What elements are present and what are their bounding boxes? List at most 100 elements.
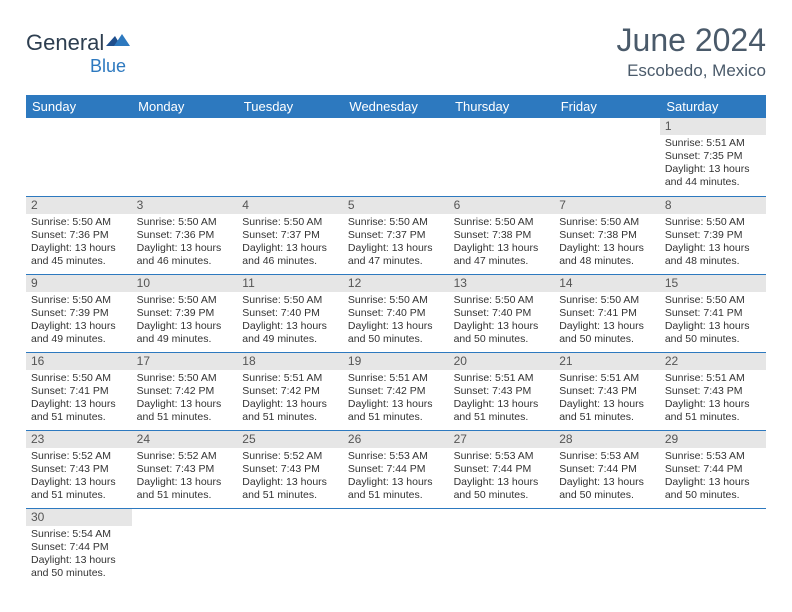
weekday-header: Saturday	[660, 95, 766, 118]
day-body: Sunrise: 5:52 AMSunset: 7:43 PMDaylight:…	[237, 448, 343, 505]
sunrise-text: Sunrise: 5:50 AM	[348, 294, 444, 307]
day-body: Sunrise: 5:50 AMSunset: 7:40 PMDaylight:…	[449, 292, 555, 349]
day-body: Sunrise: 5:51 AMSunset: 7:35 PMDaylight:…	[660, 135, 766, 192]
day-number: 25	[237, 431, 343, 448]
day-number	[449, 118, 555, 120]
calendar-cell: 12 Sunrise: 5:50 AMSunset: 7:40 PMDayligh…	[343, 274, 449, 352]
day-body: Sunrise: 5:50 AMSunset: 7:39 PMDaylight:…	[132, 292, 238, 349]
logo-flag-icon	[106, 32, 132, 55]
day-number: 11	[237, 275, 343, 292]
sunset-text: Sunset: 7:39 PM	[137, 307, 233, 320]
page: General June 2024 Escobedo, Mexico Blue …	[0, 0, 792, 586]
day-body: Sunrise: 5:50 AMSunset: 7:39 PMDaylight:…	[660, 214, 766, 271]
calendar-cell: 8Sunrise: 5:50 AMSunset: 7:39 PMDaylight…	[660, 196, 766, 274]
calendar-cell: 24Sunrise: 5:52 AMSunset: 7:43 PMDayligh…	[132, 430, 238, 508]
calendar-cell: 5Sunrise: 5:50 AMSunset: 7:37 PMDaylight…	[343, 196, 449, 274]
month-title: June 2024	[617, 22, 766, 59]
sunset-text: Sunset: 7:38 PM	[559, 229, 655, 242]
day-body: Sunrise: 5:53 AMSunset: 7:44 PMDaylight:…	[343, 448, 449, 505]
day-number: 1	[660, 118, 766, 135]
day-body: Sunrise: 5:50 AMSunset: 7:37 PMDaylight:…	[237, 214, 343, 271]
day-body: Sunrise: 5:53 AMSunset: 7:44 PMDaylight:…	[554, 448, 660, 505]
sunrise-text: Sunrise: 5:52 AM	[242, 450, 338, 463]
sunrise-text: Sunrise: 5:50 AM	[137, 294, 233, 307]
calendar-cell	[449, 508, 555, 586]
sunrise-text: Sunrise: 5:51 AM	[665, 372, 761, 385]
location: Escobedo, Mexico	[617, 61, 766, 81]
calendar-row: 23Sunrise: 5:52 AMSunset: 7:43 PMDayligh…	[26, 430, 766, 508]
day-number: 7	[554, 197, 660, 214]
day-number	[343, 509, 449, 511]
day-number	[132, 509, 238, 511]
sunset-text: Sunset: 7:42 PM	[242, 385, 338, 398]
daylight-text: Daylight: 13 hours and 50 minutes.	[559, 476, 655, 502]
sunrise-text: Sunrise: 5:52 AM	[137, 450, 233, 463]
day-body: Sunrise: 5:51 AMSunset: 7:43 PMDaylight:…	[554, 370, 660, 427]
calendar-cell: 6Sunrise: 5:50 AMSunset: 7:38 PMDaylight…	[449, 196, 555, 274]
daylight-text: Daylight: 13 hours and 50 minutes.	[348, 320, 444, 346]
sunset-text: Sunset: 7:40 PM	[242, 307, 338, 320]
day-body: Sunrise: 5:50 AMSunset: 7:37 PMDaylight:…	[343, 214, 449, 271]
calendar-cell: 25Sunrise: 5:52 AMSunset: 7:43 PMDayligh…	[237, 430, 343, 508]
day-body: Sunrise: 5:52 AMSunset: 7:43 PMDaylight:…	[132, 448, 238, 505]
sunset-text: Sunset: 7:37 PM	[242, 229, 338, 242]
day-body: Sunrise: 5:50 AMSunset: 7:42 PMDaylight:…	[132, 370, 238, 427]
sunrise-text: Sunrise: 5:54 AM	[31, 528, 127, 541]
calendar-row: 1Sunrise: 5:51 AMSunset: 7:35 PMDaylight…	[26, 118, 766, 196]
daylight-text: Daylight: 13 hours and 50 minutes.	[454, 320, 550, 346]
daylight-text: Daylight: 13 hours and 51 minutes.	[137, 476, 233, 502]
sunset-text: Sunset: 7:42 PM	[348, 385, 444, 398]
sunset-text: Sunset: 7:43 PM	[137, 463, 233, 476]
day-number: 13	[449, 275, 555, 292]
day-number: 29	[660, 431, 766, 448]
day-body: Sunrise: 5:51 AMSunset: 7:42 PMDaylight:…	[237, 370, 343, 427]
sunset-text: Sunset: 7:36 PM	[137, 229, 233, 242]
daylight-text: Daylight: 13 hours and 47 minutes.	[348, 242, 444, 268]
sunrise-text: Sunrise: 5:53 AM	[348, 450, 444, 463]
calendar-cell: 18Sunrise: 5:51 AMSunset: 7:42 PMDayligh…	[237, 352, 343, 430]
daylight-text: Daylight: 13 hours and 48 minutes.	[665, 242, 761, 268]
day-number: 18	[237, 353, 343, 370]
sunset-text: Sunset: 7:38 PM	[454, 229, 550, 242]
daylight-text: Daylight: 13 hours and 51 minutes.	[454, 398, 550, 424]
sunset-text: Sunset: 7:41 PM	[31, 385, 127, 398]
day-number: 12	[343, 275, 449, 292]
calendar-cell	[554, 508, 660, 586]
day-number: 3	[132, 197, 238, 214]
daylight-text: Daylight: 13 hours and 46 minutes.	[137, 242, 233, 268]
calendar-cell: 28Sunrise: 5:53 AMSunset: 7:44 PMDayligh…	[554, 430, 660, 508]
day-body: Sunrise: 5:51 AMSunset: 7:42 PMDaylight:…	[343, 370, 449, 427]
sunrise-text: Sunrise: 5:50 AM	[31, 372, 127, 385]
logo-word2-wrap: Blue	[30, 56, 126, 77]
calendar-cell: 19Sunrise: 5:51 AMSunset: 7:42 PMDayligh…	[343, 352, 449, 430]
sunset-text: Sunset: 7:40 PM	[348, 307, 444, 320]
calendar-cell: 23Sunrise: 5:52 AMSunset: 7:43 PMDayligh…	[26, 430, 132, 508]
day-number: 14	[554, 275, 660, 292]
logo-word2: Blue	[90, 56, 126, 76]
calendar-cell	[237, 118, 343, 196]
sunrise-text: Sunrise: 5:50 AM	[454, 294, 550, 307]
title-block: June 2024 Escobedo, Mexico	[617, 22, 766, 81]
sunrise-text: Sunrise: 5:53 AM	[454, 450, 550, 463]
sunset-text: Sunset: 7:43 PM	[242, 463, 338, 476]
sunrise-text: Sunrise: 5:52 AM	[31, 450, 127, 463]
sunset-text: Sunset: 7:42 PM	[137, 385, 233, 398]
calendar-cell	[132, 118, 238, 196]
day-number	[26, 118, 132, 120]
day-body: Sunrise: 5:50 AMSunset: 7:39 PMDaylight:…	[26, 292, 132, 349]
day-number	[237, 509, 343, 511]
day-number: 9	[26, 275, 132, 292]
day-body: Sunrise: 5:50 AMSunset: 7:38 PMDaylight:…	[449, 214, 555, 271]
sunset-text: Sunset: 7:44 PM	[454, 463, 550, 476]
logo: General	[26, 30, 132, 56]
daylight-text: Daylight: 13 hours and 50 minutes.	[559, 320, 655, 346]
daylight-text: Daylight: 13 hours and 50 minutes.	[665, 320, 761, 346]
day-body: Sunrise: 5:53 AMSunset: 7:44 PMDaylight:…	[449, 448, 555, 505]
day-number	[554, 509, 660, 511]
day-body: Sunrise: 5:51 AMSunset: 7:43 PMDaylight:…	[660, 370, 766, 427]
daylight-text: Daylight: 13 hours and 51 minutes.	[348, 476, 444, 502]
sunrise-text: Sunrise: 5:50 AM	[665, 216, 761, 229]
calendar-cell	[554, 118, 660, 196]
day-number: 20	[449, 353, 555, 370]
sunrise-text: Sunrise: 5:50 AM	[242, 216, 338, 229]
